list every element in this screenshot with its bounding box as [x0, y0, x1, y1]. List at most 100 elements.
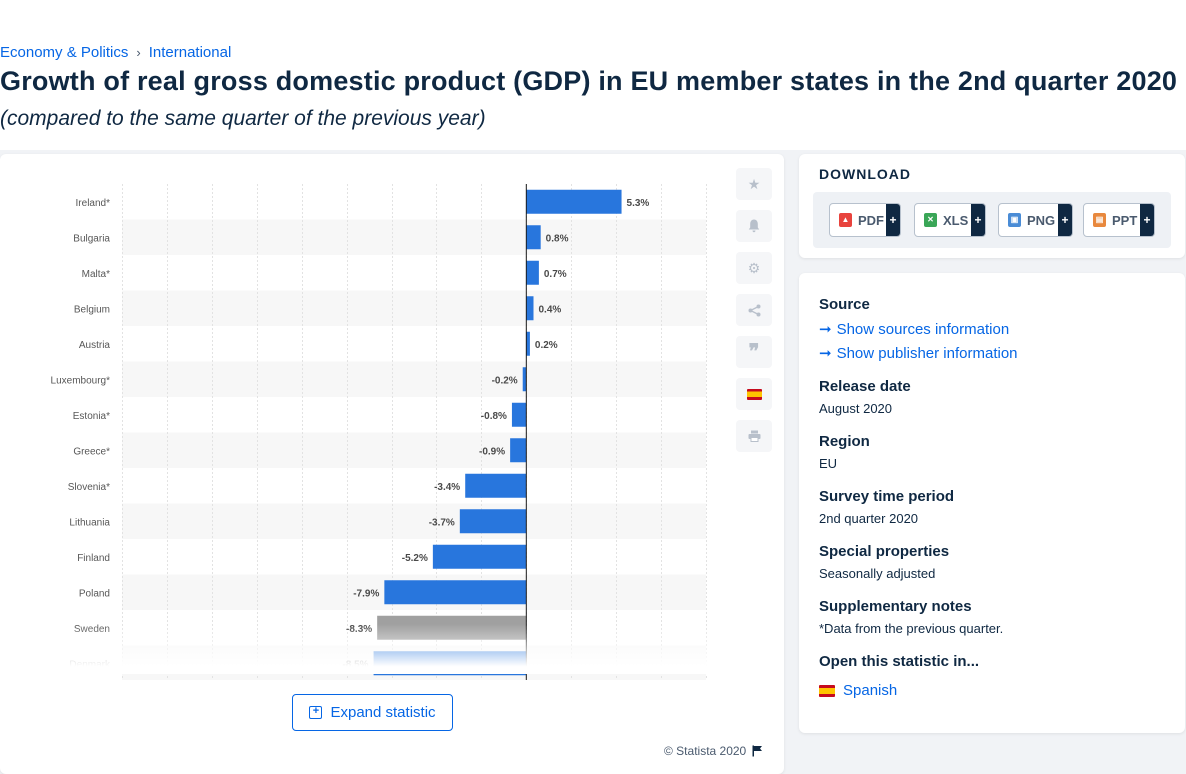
bar-austria: [526, 331, 530, 356]
breadcrumb-economy-politics[interactable]: Economy & Politics: [0, 44, 129, 61]
arrow-right-icon: ➞: [819, 345, 832, 362]
download-card: DOWNLOAD ▲ PDF + ✕ XLS + ▣ PNG + ▤ PPT +: [799, 154, 1185, 258]
value-label: -0.9%: [479, 446, 505, 457]
alert-button[interactable]: [736, 210, 772, 242]
share-button[interactable]: [736, 294, 772, 326]
expand-statistic-button[interactable]: + Expand statistic: [292, 694, 453, 731]
download-pdf-label: PDF: [858, 212, 884, 228]
settings-button[interactable]: ⚙: [736, 252, 772, 284]
row-stripe: [122, 219, 706, 255]
value-label: 0.2%: [535, 340, 558, 351]
category-label: Luxembourg*: [51, 375, 111, 386]
category-label: Slovenia*: [68, 482, 110, 493]
page-subtitle: (compared to the same quarter of the pre…: [0, 107, 486, 130]
bar-ireland: [526, 189, 622, 214]
chart-fade-overlay: [0, 624, 720, 674]
quote-icon: ❞: [748, 341, 760, 363]
gear-icon: ⚙: [747, 259, 761, 276]
statistic-details-card: Source ➞ Show sources information ➞ Show…: [799, 273, 1185, 733]
download-ppt-plus: +: [1140, 204, 1154, 236]
ppt-file-icon: ▤: [1093, 213, 1106, 227]
special-properties-value: Seasonally adjusted: [819, 566, 936, 581]
chart-card: 5.3% Ireland* 0.8% Bulgaria 0.7% Malta* 0.4% Be…: [0, 154, 784, 774]
value-label: -5.2%: [402, 553, 428, 564]
flag-report-icon[interactable]: [752, 745, 763, 757]
spanish-flag-icon: [746, 388, 762, 400]
show-sources-label: Show sources information: [836, 320, 1010, 338]
category-label: Lithuania: [69, 517, 110, 528]
download-png-label: PNG: [1027, 212, 1056, 228]
value-label: -3.7%: [429, 517, 455, 528]
category-label: Malta*: [82, 269, 110, 280]
value-label: -0.8%: [481, 411, 507, 422]
row-stripe: [122, 503, 706, 539]
download-png-button[interactable]: ▣ PNG +: [998, 203, 1073, 237]
chart-toolbar: ★ ⚙ ❞: [736, 168, 772, 462]
open-in-spanish-label: Spanish: [843, 682, 898, 699]
bar-bulgaria: [526, 225, 541, 250]
open-in-spanish-link[interactable]: Spanish: [819, 682, 897, 699]
category-label: Estonia*: [73, 411, 110, 422]
survey-period-value: 2nd quarter 2020: [819, 511, 919, 526]
row-stripe: [122, 361, 706, 397]
download-ppt-button[interactable]: ▤ PPT +: [1083, 203, 1155, 237]
bar-lithuania: [459, 509, 527, 534]
gdp-bar-chart: 5.3% Ireland* 0.8% Bulgaria 0.7% Malta* 0.4% Be…: [51, 184, 707, 680]
open-statistic-heading: Open this statistic in...: [819, 653, 980, 670]
download-xls-button[interactable]: ✕ XLS +: [914, 203, 986, 237]
release-date-value: August 2020: [819, 401, 893, 416]
cite-button[interactable]: ❞: [736, 336, 772, 368]
print-button[interactable]: [736, 420, 772, 452]
arrow-right-icon: ➞: [819, 321, 832, 338]
category-label: Austria: [79, 340, 111, 351]
download-ppt-label: PPT: [1112, 212, 1138, 228]
breadcrumb-international[interactable]: International: [148, 44, 232, 61]
copyright-text: © Statista 2020: [664, 744, 747, 758]
breadcrumb-separator: ›: [136, 45, 141, 60]
favorite-button[interactable]: ★: [736, 168, 772, 200]
bell-icon: [748, 219, 760, 233]
show-publisher-link[interactable]: ➞ Show publisher information: [819, 344, 1018, 363]
value-label: 0.4%: [538, 304, 561, 315]
value-label: 0.7%: [544, 269, 567, 280]
download-title: DOWNLOAD: [819, 166, 911, 182]
source-heading: Source: [819, 296, 870, 313]
region-heading: Region: [819, 433, 870, 450]
breadcrumb: Economy & Politics › International: [0, 44, 231, 61]
printer-icon: [748, 430, 760, 442]
download-options: ▲ PDF + ✕ XLS + ▣ PNG + ▤ PPT +: [813, 192, 1171, 248]
download-png-plus: +: [1058, 204, 1072, 236]
png-file-icon: ▣: [1008, 213, 1021, 227]
pdf-file-icon: ▲: [839, 213, 852, 227]
download-xls-plus: +: [971, 204, 985, 236]
bar-luxembourg: [522, 367, 527, 392]
bar-greece: [510, 438, 527, 463]
download-pdf-button[interactable]: ▲ PDF +: [829, 203, 901, 237]
value-label: 5.3%: [627, 198, 650, 209]
language-button[interactable]: [736, 378, 772, 410]
star-icon: ★: [747, 175, 761, 192]
region-value: EU: [819, 456, 838, 471]
expand-statistic-label: Expand statistic: [330, 704, 436, 721]
category-label: Greece*: [73, 446, 110, 457]
survey-period-heading: Survey time period: [819, 488, 955, 505]
release-date-heading: Release date: [819, 378, 911, 395]
plus-square-icon: +: [309, 706, 323, 719]
category-label: Belgium: [74, 304, 110, 315]
special-properties-heading: Special properties: [819, 543, 950, 560]
xls-file-icon: ✕: [924, 213, 937, 227]
value-label: -0.2%: [492, 375, 518, 386]
show-sources-link[interactable]: ➞ Show sources information: [819, 320, 1010, 339]
bar-slovenia: [465, 473, 527, 498]
page-title: Growth of real gross domestic product (G…: [0, 66, 1178, 96]
value-label: -3.4%: [434, 482, 460, 493]
row-stripe: [122, 432, 706, 468]
category-label: Finland: [77, 553, 110, 564]
download-xls-label: XLS: [943, 212, 969, 228]
copyright: © Statista 2020: [664, 744, 763, 758]
header: Economy & Politics › International Growt…: [0, 0, 1186, 150]
category-label: Ireland*: [76, 198, 111, 209]
bar-estonia: [511, 402, 527, 427]
bar-malta: [526, 260, 539, 285]
bar-poland: [384, 580, 527, 605]
